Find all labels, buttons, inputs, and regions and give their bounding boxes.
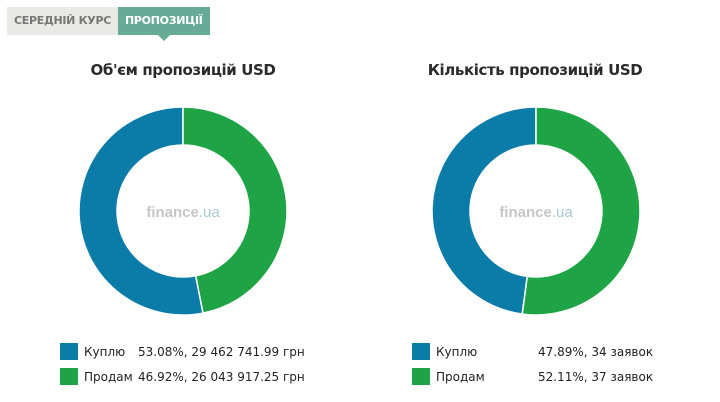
legend-swatch-sell [60,368,78,385]
tab-offers[interactable]: ПРОПОЗИЦІЇ [118,7,210,41]
legend-value-buy: 53.08%, 29 462 741.99 грн [138,345,305,359]
watermark-logo: finance.ua [146,204,220,221]
legend-swatch-sell [412,368,430,385]
watermark-logo: finance.ua [499,204,573,221]
donut-slice-buy[interactable] [431,106,537,315]
legend-label-sell: Продам [84,370,133,384]
donut-slice-buy[interactable] [78,106,204,316]
donut-chart-volume: finance.ua [78,106,288,316]
legend-swatch-buy [412,343,430,360]
legend-swatch-buy [60,343,78,360]
chart-title-count: Кількість пропозицій USD [427,61,643,79]
legend-value-sell: 52.11%, 37 заявок [538,370,654,384]
legend-value-sell: 46.92%, 26 043 917.25 грн [138,370,305,384]
legend-value-buy: 47.89%, 34 заявок [538,345,654,359]
tab-average-rate[interactable]: СЕРЕДНІЙ КУРС [7,7,119,35]
legend-label-buy: Куплю [436,345,478,359]
donut-chart-count: finance.ua [431,106,641,316]
legend-label-buy: Куплю [84,345,126,359]
donut-slice-sell[interactable] [521,106,641,316]
donut-slice-sell[interactable] [182,106,288,314]
chart-title-volume: Об'єм пропозицій USD [90,61,276,79]
legend-label-sell: Продам [436,370,485,384]
tab-bar: СЕРЕДНІЙ КУРС ПРОПОЗИЦІЇ [7,7,210,41]
